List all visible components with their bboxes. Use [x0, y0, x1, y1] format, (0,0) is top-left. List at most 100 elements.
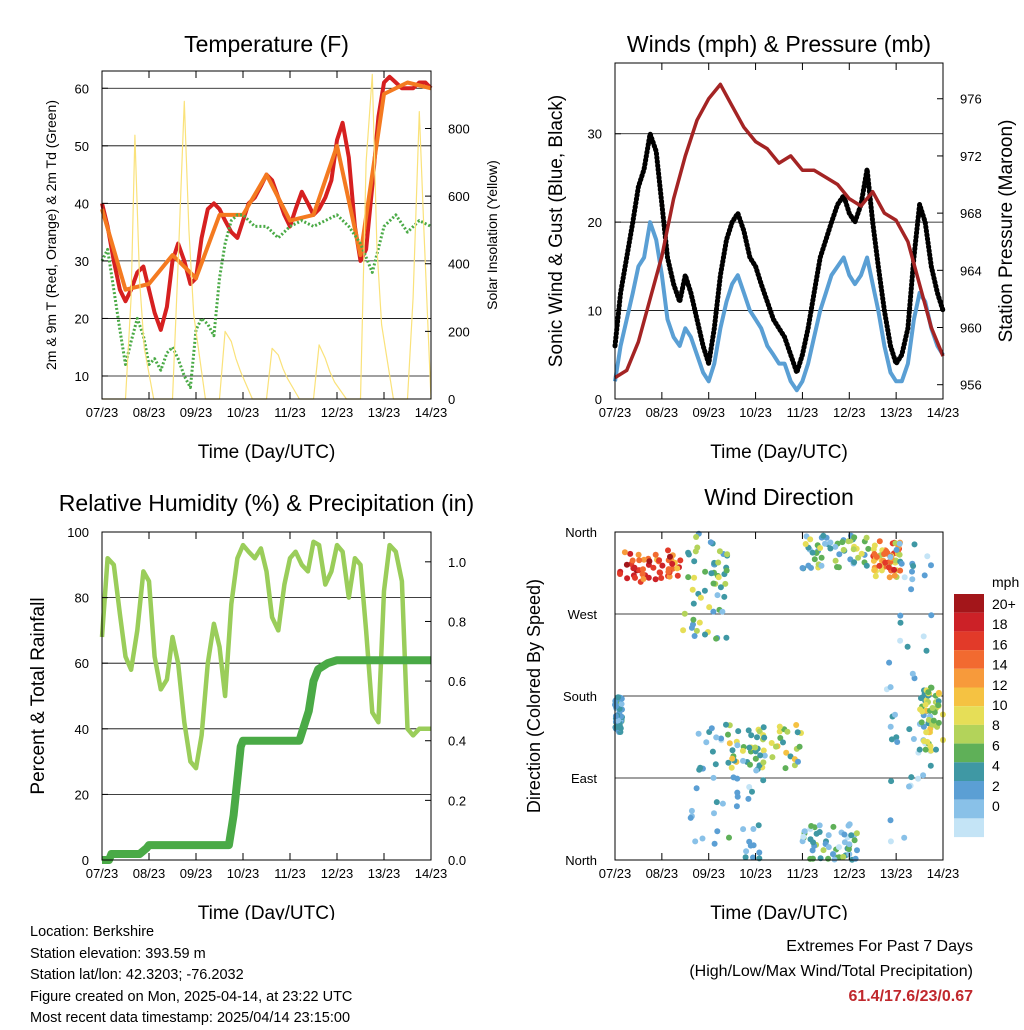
series-line — [613, 220, 945, 393]
chart-panel-4: Wind Direction 07/23 08/23 09/23 10/23 11/23 1… — [524, 484, 1019, 920]
wind-direction-point — [910, 736, 917, 742]
elevation-text: Station elevation: 393.59 m — [30, 945, 206, 962]
wind-direction-point — [711, 840, 718, 847]
wind-direction-point — [695, 730, 702, 737]
wind-direction-point — [809, 847, 816, 854]
wind-direction-point — [887, 817, 894, 824]
wind-direction-point — [692, 838, 699, 845]
wind-direction-point — [881, 551, 888, 557]
x-tick-label: 13/23 — [880, 405, 913, 420]
wind-direction-point — [721, 593, 728, 600]
plot-frame — [614, 531, 944, 861]
wind-direction-point — [928, 684, 935, 691]
wind-direction-point — [743, 848, 750, 855]
wind-direction-point — [725, 731, 731, 738]
colorbar-swatch — [954, 612, 984, 632]
wind-direction-point — [761, 734, 768, 741]
wind-direction-point — [840, 853, 847, 860]
wind-direction-point — [887, 554, 894, 560]
series-line — [100, 213, 432, 389]
wind-direction-point — [713, 799, 720, 806]
wind-direction-point — [733, 803, 740, 810]
x-tick-label: 10/23 — [739, 405, 772, 420]
extremes-summary: Extremes For Past 7 Days (High/Low/Max W… — [689, 934, 973, 1009]
wind-direction-point — [911, 541, 918, 548]
wind-direction-point — [928, 747, 934, 754]
y-right-tick-label: 960 — [960, 321, 982, 336]
wind-direction-point — [777, 735, 784, 741]
wind-direction-point — [909, 568, 915, 575]
wind-direction-point — [896, 540, 903, 547]
wind-direction-point — [689, 586, 696, 593]
x-tick-label: 12/23 — [321, 405, 354, 420]
wind-direction-point — [746, 784, 753, 790]
wind-direction-point — [840, 546, 847, 553]
y-tick-label: 30 — [75, 254, 89, 269]
chart-title: Relative Humidity (%) & Precipitation (i… — [59, 490, 474, 516]
wind-direction-point — [896, 551, 903, 558]
wind-direction-point — [920, 633, 927, 640]
wind-direction-point — [921, 572, 928, 579]
wind-direction-point — [623, 561, 630, 568]
wind-direction-point — [933, 746, 939, 753]
wind-direction-point — [656, 557, 663, 564]
wind-direction-point — [729, 755, 736, 762]
wind-direction-point — [816, 829, 823, 835]
wind-direction-point — [696, 619, 703, 626]
x-tick-label: 12/23 — [321, 866, 354, 881]
wind-direction-point — [920, 772, 927, 779]
wind-direction-point — [887, 723, 894, 730]
wind-direction-point — [909, 670, 916, 677]
wind-direction-point — [923, 729, 930, 736]
y-tick-label: 100 — [67, 525, 89, 540]
y-right-tick-label: 964 — [960, 263, 982, 278]
wind-direction-point — [910, 563, 917, 569]
wind-direction-point — [918, 719, 925, 726]
wind-direction-point — [871, 542, 878, 549]
wind-direction-point — [636, 557, 643, 564]
wind-direction-point — [793, 722, 800, 728]
colorbar-label: 18 — [992, 616, 1008, 632]
wind-direction-point — [827, 539, 834, 546]
x-tick-label: 09/23 — [692, 405, 725, 420]
wind-direction-point — [832, 557, 839, 564]
x-tick-label: 07/23 — [599, 405, 632, 420]
wind-direction-point — [691, 574, 698, 581]
y-right-tick-label: 0.8 — [448, 614, 466, 629]
wind-direction-point — [723, 721, 729, 728]
wind-direction-point — [632, 574, 638, 581]
wind-direction-point — [924, 553, 931, 560]
y-tick-label: 20 — [588, 215, 602, 230]
colorbar-swatch — [954, 687, 984, 707]
wind-direction-point — [746, 838, 753, 845]
x-axis-label: Time (Day/UTC) — [198, 903, 336, 920]
wind-direction-point — [887, 838, 894, 845]
wind-direction-point — [851, 837, 858, 844]
y-tick-label: 60 — [75, 81, 89, 96]
x-axis-label: Time (Day/UTC) — [710, 903, 848, 920]
x-tick-label: 11/23 — [787, 866, 819, 881]
wind-direction-point — [631, 564, 638, 571]
wind-direction-point — [650, 564, 657, 571]
series-line — [612, 131, 946, 375]
wind-direction-point — [836, 551, 843, 558]
wind-direction-point — [745, 795, 752, 802]
wind-direction-point — [908, 774, 915, 781]
x-tick-label: 08/23 — [646, 866, 679, 881]
colorbar-swatch — [954, 594, 984, 613]
wind-direction-point — [876, 538, 883, 545]
wind-direction-point — [825, 855, 832, 862]
wind-direction-point — [640, 566, 646, 573]
y-right-tick-label: 968 — [960, 206, 982, 221]
wind-direction-point — [825, 832, 832, 839]
chart-title: Winds (mph) & Pressure (mb) — [627, 31, 931, 57]
wind-direction-point — [854, 847, 860, 854]
wind-direction-point — [893, 546, 900, 553]
x-tick-label: 14/23 — [415, 866, 448, 881]
wind-direction-point — [800, 833, 807, 840]
wind-direction-point — [658, 575, 665, 581]
wind-direction-point — [718, 735, 725, 742]
wind-direction-point — [685, 574, 692, 581]
wind-direction-point — [707, 539, 714, 546]
wind-direction-point — [839, 539, 846, 546]
